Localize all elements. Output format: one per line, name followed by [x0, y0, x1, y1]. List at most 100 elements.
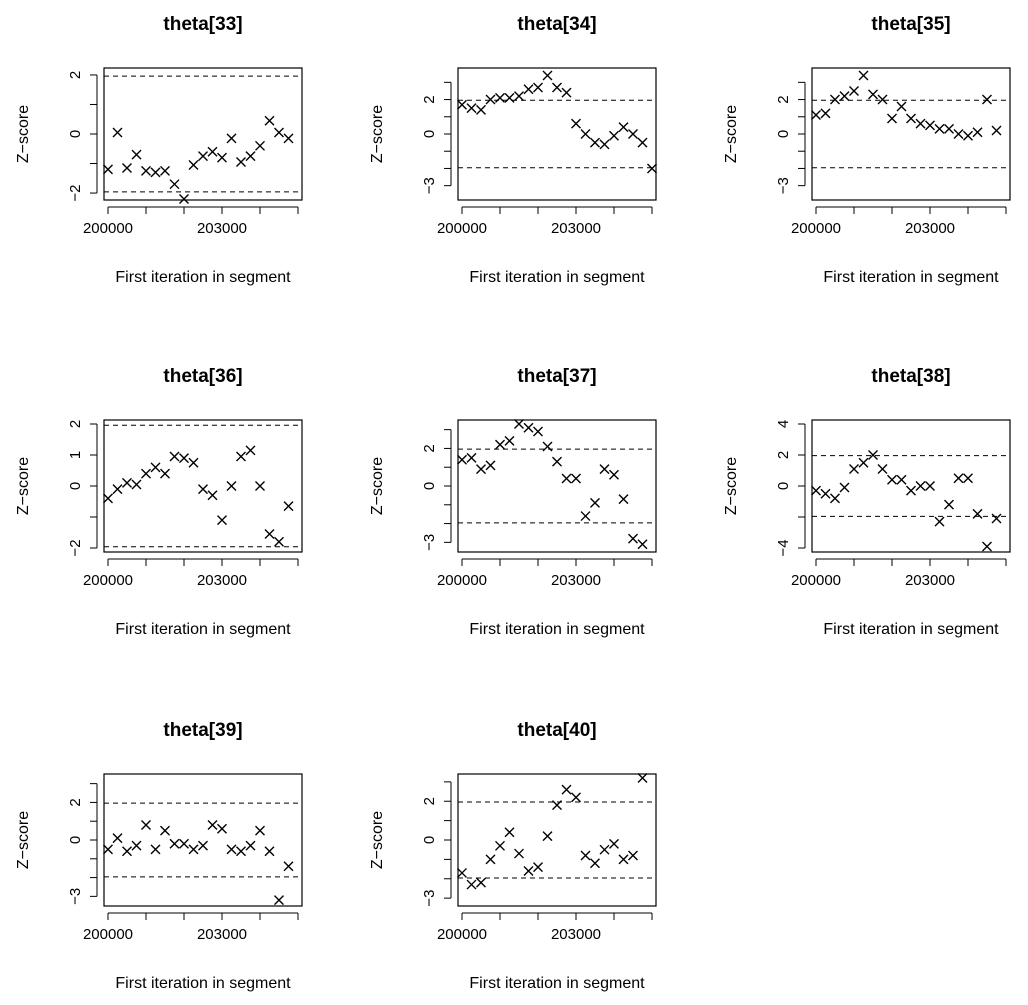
y-axis-label: Z−score [369, 457, 386, 515]
data-point [217, 515, 227, 526]
x-tick-label: 200000 [437, 926, 487, 943]
data-point [226, 133, 237, 144]
data-point [533, 426, 543, 437]
data-point [122, 477, 132, 488]
data-point [198, 151, 208, 162]
data-point [858, 457, 869, 468]
data-point [217, 152, 227, 163]
x-tick-label: 203000 [197, 572, 247, 589]
data-point [590, 858, 600, 869]
data-point [887, 113, 897, 124]
chart-panel: theta[33] 200000 203000 First iteration in … [15, 14, 303, 286]
y-tick-label: −3 [421, 534, 438, 551]
data-point [245, 840, 256, 851]
chart-panel: theta[40] 200000 203000 First iteration in … [369, 720, 657, 992]
data-point [637, 773, 648, 783]
data-point [944, 123, 954, 134]
x-tick-label: 200000 [83, 220, 133, 237]
x-tick-label: 200000 [791, 220, 841, 237]
y-tick-label: −3 [421, 890, 438, 907]
x-axis-label: First iteration in segment [115, 621, 291, 638]
x-axis-label: First iteration in segment [115, 975, 291, 992]
data-point [849, 85, 859, 96]
data-point [226, 844, 237, 855]
data-point [618, 854, 629, 865]
x-axis-label: First iteration in segment [469, 975, 645, 992]
plot-frame [103, 419, 303, 553]
data-point [953, 473, 964, 484]
data-point [514, 419, 524, 429]
y-tick-label: 2 [775, 95, 792, 103]
data-point [188, 160, 199, 170]
data-point [160, 468, 170, 479]
data-point [150, 462, 161, 473]
data-point [877, 463, 888, 474]
y-tick-label: 2 [421, 797, 438, 805]
data-point [236, 846, 246, 857]
data-point [274, 127, 284, 138]
x-axis-label: First iteration in segment [823, 269, 999, 286]
y-axis-label: Z−score [723, 457, 740, 515]
data-point [542, 441, 553, 452]
data-point [141, 819, 151, 830]
data-point [830, 94, 840, 105]
data-point [207, 819, 218, 830]
data-point [953, 129, 964, 139]
data-point [523, 84, 534, 95]
data-point [457, 99, 467, 110]
data-point [618, 122, 629, 133]
data-point [131, 149, 142, 160]
data-point [169, 838, 180, 849]
plot-frame [811, 67, 1011, 201]
data-point [972, 508, 983, 519]
x-tick-label: 200000 [437, 572, 487, 589]
data-point [245, 151, 256, 162]
y-tick-label: −3 [421, 177, 438, 194]
y-tick-label: 0 [67, 130, 84, 138]
data-point [112, 484, 123, 495]
data-point [283, 861, 294, 872]
data-point [236, 157, 246, 168]
data-point [561, 87, 572, 98]
data-point [628, 129, 638, 139]
data-point [542, 831, 553, 842]
data-point [188, 844, 199, 855]
chart-panel: theta[34] 200000 203000 First iteration in … [369, 14, 657, 286]
chart-panel: theta[37] 200000 203000 First iteration in … [369, 366, 657, 638]
data-point [131, 479, 142, 490]
data-point [906, 485, 916, 496]
data-point [179, 838, 189, 849]
data-point [972, 127, 983, 138]
data-point [457, 454, 467, 465]
data-point [628, 850, 638, 861]
data-point [274, 895, 284, 906]
data-point [495, 92, 505, 103]
data-point [849, 463, 859, 474]
y-tick-label: −2 [67, 184, 84, 201]
data-point [504, 435, 515, 446]
data-point [561, 784, 572, 795]
data-point [599, 464, 610, 475]
data-point [112, 833, 123, 844]
data-point [590, 497, 600, 508]
data-point [982, 94, 992, 105]
y-tick-label: 0 [67, 482, 84, 490]
x-tick-label: 203000 [905, 572, 955, 589]
y-tick-label: 1 [67, 451, 84, 459]
data-point [217, 823, 227, 834]
data-point [963, 130, 973, 141]
data-point [991, 513, 1002, 524]
x-tick-label: 203000 [551, 572, 601, 589]
data-point [485, 94, 496, 105]
y-tick-label: 2 [67, 798, 84, 806]
x-tick-label: 203000 [551, 926, 601, 943]
data-point [131, 840, 142, 851]
data-point [264, 115, 275, 126]
plot-frame [103, 773, 303, 907]
data-point [236, 451, 246, 462]
chart-title: theta[39] [163, 720, 242, 741]
y-tick-label: 0 [775, 482, 792, 490]
data-point [523, 422, 534, 433]
chart-panel: theta[35] 200000 203000 First iteration in … [723, 14, 1011, 286]
chart-title: theta[36] [163, 366, 242, 387]
